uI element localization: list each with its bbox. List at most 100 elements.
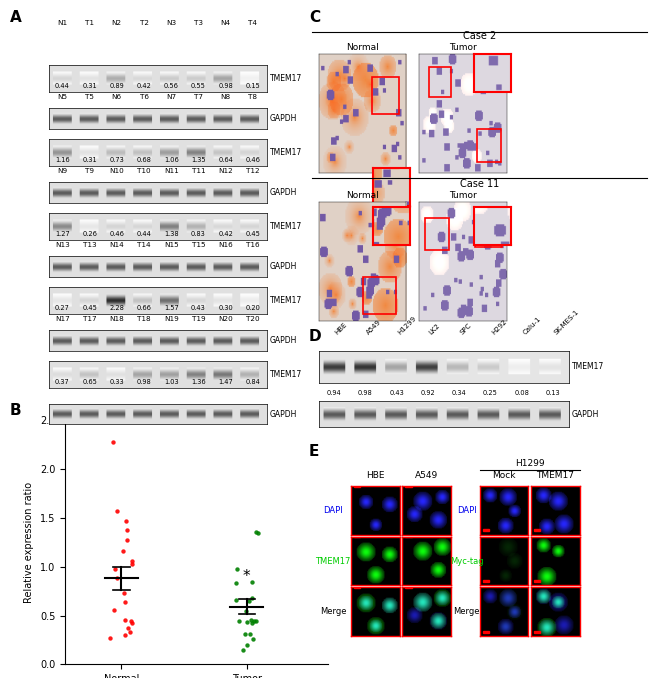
Bar bbox=[534, 631, 540, 633]
Text: T5: T5 bbox=[85, 94, 94, 100]
Text: N17: N17 bbox=[55, 316, 70, 322]
Text: 1.03: 1.03 bbox=[164, 379, 179, 385]
Text: H1299: H1299 bbox=[515, 459, 545, 468]
Bar bbox=[354, 586, 360, 589]
Text: N8: N8 bbox=[220, 94, 231, 100]
Bar bbox=[405, 536, 411, 538]
Text: N2: N2 bbox=[112, 20, 122, 26]
Point bbox=[120, 614, 130, 625]
Text: T15: T15 bbox=[192, 242, 205, 248]
Text: 0.46: 0.46 bbox=[109, 231, 124, 237]
Text: TMEM17: TMEM17 bbox=[536, 471, 575, 481]
Text: 0.45: 0.45 bbox=[82, 305, 97, 311]
Text: TMEM17: TMEM17 bbox=[270, 148, 302, 157]
Bar bbox=[425, 218, 449, 250]
Point bbox=[118, 546, 128, 557]
Text: 0.43: 0.43 bbox=[389, 390, 404, 396]
Point bbox=[234, 616, 244, 627]
Point bbox=[107, 437, 118, 447]
Text: 0.27: 0.27 bbox=[55, 305, 70, 311]
Text: 0.83: 0.83 bbox=[191, 231, 206, 237]
Text: 0.44: 0.44 bbox=[55, 83, 70, 89]
Point bbox=[248, 634, 259, 645]
Text: N9: N9 bbox=[57, 168, 68, 174]
Point bbox=[127, 559, 137, 570]
Text: 1.57: 1.57 bbox=[164, 305, 179, 311]
Text: T8: T8 bbox=[248, 94, 257, 100]
Bar bbox=[482, 530, 489, 531]
Text: 0.45: 0.45 bbox=[246, 231, 261, 237]
Text: TMEM17: TMEM17 bbox=[315, 557, 351, 565]
Text: GAPDH: GAPDH bbox=[270, 336, 297, 345]
Text: 2.28: 2.28 bbox=[109, 305, 124, 311]
Text: 0.08: 0.08 bbox=[514, 390, 529, 396]
Text: T1: T1 bbox=[85, 20, 94, 26]
Text: 0.44: 0.44 bbox=[136, 231, 151, 237]
Text: 1.16: 1.16 bbox=[55, 157, 70, 163]
Point bbox=[127, 555, 137, 566]
Text: Tumor: Tumor bbox=[449, 191, 477, 200]
Text: B: B bbox=[10, 403, 21, 418]
Bar bbox=[405, 586, 411, 589]
Text: Normal: Normal bbox=[346, 191, 379, 200]
Text: 1.38: 1.38 bbox=[164, 231, 179, 237]
Text: 0.34: 0.34 bbox=[452, 390, 467, 396]
Point bbox=[247, 577, 257, 588]
Point bbox=[246, 618, 257, 629]
Text: *: * bbox=[243, 569, 251, 584]
Text: Normal: Normal bbox=[346, 43, 379, 52]
Text: 0.64: 0.64 bbox=[218, 157, 233, 163]
Point bbox=[231, 563, 242, 574]
Text: T19: T19 bbox=[192, 316, 205, 322]
Text: D: D bbox=[309, 329, 321, 344]
Text: N11: N11 bbox=[164, 168, 179, 174]
Point bbox=[125, 626, 135, 637]
Text: HBE: HBE bbox=[366, 471, 385, 481]
Text: TMEM17: TMEM17 bbox=[270, 74, 302, 83]
Text: T20: T20 bbox=[246, 316, 260, 322]
Text: Myc-tag: Myc-tag bbox=[450, 557, 484, 565]
Bar bbox=[482, 580, 489, 582]
Point bbox=[238, 644, 248, 655]
Text: 0.15: 0.15 bbox=[246, 83, 260, 89]
Point bbox=[251, 615, 261, 626]
Text: Case 11: Case 11 bbox=[460, 179, 499, 189]
Text: GAPDH: GAPDH bbox=[270, 410, 297, 419]
Text: 0.68: 0.68 bbox=[136, 157, 151, 163]
Text: T3: T3 bbox=[194, 20, 203, 26]
Text: N12: N12 bbox=[218, 168, 233, 174]
Text: 0.20: 0.20 bbox=[246, 305, 261, 311]
Text: 0.25: 0.25 bbox=[483, 390, 498, 396]
Point bbox=[240, 629, 251, 639]
Point bbox=[231, 595, 241, 605]
Text: 0.98: 0.98 bbox=[358, 390, 373, 396]
Bar bbox=[534, 580, 540, 582]
Text: T2: T2 bbox=[140, 20, 148, 26]
Text: HBE: HBE bbox=[334, 321, 348, 336]
Bar bbox=[405, 485, 411, 487]
Text: Merge: Merge bbox=[454, 607, 480, 616]
Text: TMEM17: TMEM17 bbox=[572, 362, 604, 372]
Text: 0.98: 0.98 bbox=[218, 83, 233, 89]
Point bbox=[122, 524, 132, 535]
Text: N19: N19 bbox=[164, 316, 179, 322]
Text: 1.06: 1.06 bbox=[164, 157, 179, 163]
Text: 1.47: 1.47 bbox=[218, 379, 233, 385]
Text: 0.56: 0.56 bbox=[164, 83, 179, 89]
Point bbox=[122, 535, 132, 546]
Text: N14: N14 bbox=[109, 242, 124, 248]
Text: 0.65: 0.65 bbox=[82, 379, 97, 385]
Bar bbox=[482, 631, 489, 633]
Text: LK2: LK2 bbox=[428, 322, 441, 336]
Text: T7: T7 bbox=[194, 94, 203, 100]
Text: DAPI: DAPI bbox=[323, 506, 343, 515]
Text: Merge: Merge bbox=[320, 607, 346, 616]
Text: N3: N3 bbox=[166, 20, 176, 26]
Bar bbox=[354, 485, 360, 487]
Point bbox=[241, 617, 252, 628]
Text: E: E bbox=[309, 444, 319, 459]
Text: 0.46: 0.46 bbox=[246, 157, 261, 163]
Point bbox=[248, 615, 259, 626]
Text: T14: T14 bbox=[137, 242, 151, 248]
Point bbox=[245, 629, 255, 639]
